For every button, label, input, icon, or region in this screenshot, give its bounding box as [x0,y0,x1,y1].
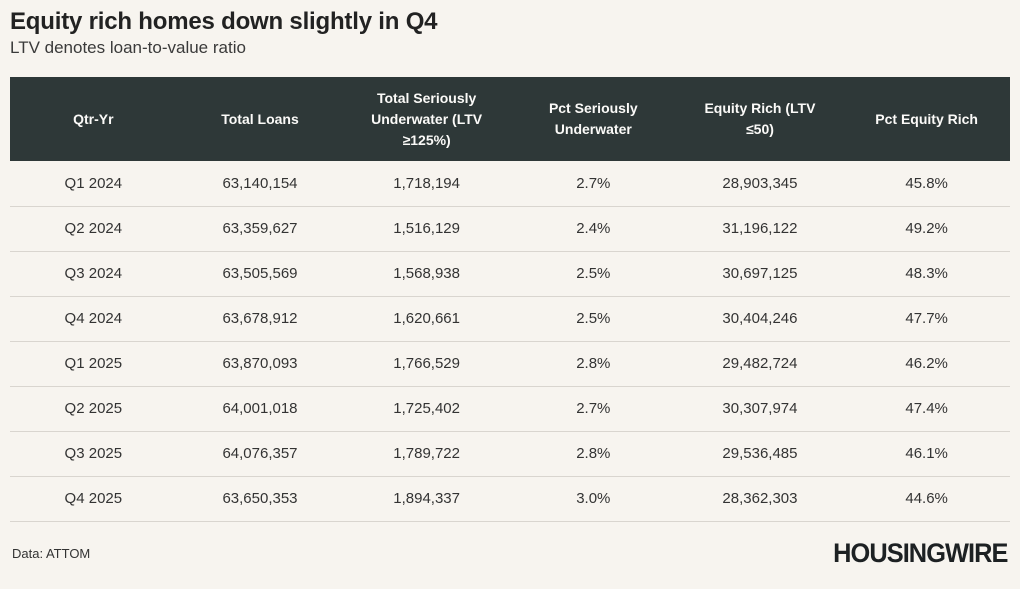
table-cell: 46.2% [843,341,1010,387]
table-cell: 1,789,722 [343,431,510,477]
table-cell: 64,001,018 [176,386,344,432]
footer: Data: ATTOM HOUSINGWIRE [10,522,1010,569]
table-cell: 2.8% [509,431,677,477]
table-cell: 63,505,569 [176,251,344,297]
table-cell: 64,076,357 [176,431,344,477]
table-row: Q2 2024 63,359,627 1,516,129 2.4% 31,196,122… [10,206,1010,252]
table-cell: Q2 2024 [10,206,177,252]
column-header: Total Seriously Underwater (LTV ≥125%) [343,77,510,161]
table-cell: Q3 2025 [10,431,177,477]
table-row: Q3 2025 64,076,357 1,789,722 2.8% 29,536,485… [10,431,1010,477]
table-cell: 63,678,912 [176,296,344,342]
housingwire-logo: HOUSINGWIRE [833,537,1009,568]
table-row: Q2 2025 64,001,018 1,725,402 2.7% 30,307,974… [10,386,1010,432]
table-cell: 2.5% [509,296,677,342]
table-cell: 1,620,661 [343,296,510,342]
table-cell: Q1 2024 [10,161,177,207]
infographic-container: Equity rich homes down slightly in Q4 LT… [0,8,1020,569]
table-cell: 1,718,194 [343,161,510,207]
table-header-row: Qtr-Yr Total Loans Total Seriously Underwa… [10,77,1010,161]
table-cell: 2.4% [509,206,677,252]
table-cell: 1,725,402 [343,386,510,432]
column-header: Pct Seriously Underwater [509,77,677,161]
table-cell: 1,568,938 [343,251,510,297]
table-cell: 1,894,337 [343,476,510,522]
table-cell: 1,516,129 [343,206,510,252]
table-cell: 49.2% [843,206,1010,252]
table-cell: 2.7% [509,386,677,432]
table-cell: 28,362,303 [676,476,844,522]
table-cell: 63,140,154 [176,161,344,207]
table-cell: 3.0% [509,476,677,522]
page-title: Equity rich homes down slightly in Q4 [10,8,438,35]
table-cell: 30,404,246 [676,296,844,342]
table-cell: Q2 2025 [10,386,177,432]
table-cell: 63,870,093 [176,341,344,387]
table-cell: 1,766,529 [343,341,510,387]
column-header: Equity Rich (LTV ≤50) [676,77,844,161]
table-cell: 2.7% [509,161,677,207]
table-row: Q1 2024 63,140,154 1,718,194 2.7% 28,903,345… [10,161,1010,207]
table-cell: 46.1% [843,431,1010,477]
table-cell: 2.5% [509,251,677,297]
table-header: Qtr-Yr Total Loans Total Seriously Underwa… [10,77,1010,161]
table-cell: 29,536,485 [676,431,844,477]
table-body: Q1 2024 63,140,154 1,718,194 2.7% 28,903,345… [10,161,1010,522]
table-cell: 2.8% [509,341,677,387]
table-row: Q4 2025 63,650,353 1,894,337 3.0% 28,362,303… [10,476,1010,522]
table-cell: 45.8% [843,161,1010,207]
table-cell: 31,196,122 [676,206,844,252]
table-row: Q3 2024 63,505,569 1,568,938 2.5% 30,697,125… [10,251,1010,297]
source-note: Data: ATTOM [12,545,91,561]
equity-data-table: Qtr-Yr Total Loans Total Seriously Underwa… [10,77,1010,522]
table-cell: 44.6% [843,476,1010,522]
table-cell: Q4 2025 [10,476,177,522]
table-cell: 30,307,974 [676,386,844,432]
table-cell: 48.3% [843,251,1010,297]
table-cell: 63,650,353 [176,476,344,522]
table-cell: Q3 2024 [10,251,177,297]
column-header: Total Loans [176,77,344,161]
column-header: Qtr-Yr [10,77,177,161]
table-cell: 28,903,345 [676,161,844,207]
table-cell: 30,697,125 [676,251,844,297]
page-subtitle: LTV denotes loan-to-value ratio [10,38,246,57]
table-cell: 47.7% [843,296,1010,342]
table-cell: 29,482,724 [676,341,844,387]
table-row: Q1 2025 63,870,093 1,766,529 2.8% 29,482,724… [10,341,1010,387]
table-cell: Q4 2024 [10,296,177,342]
table-cell: 63,359,627 [176,206,344,252]
table-cell: Q1 2025 [10,341,177,387]
column-header: Pct Equity Rich [843,77,1010,161]
table-row: Q4 2024 63,678,912 1,620,661 2.5% 30,404,246… [10,296,1010,342]
table-cell: 47.4% [843,386,1010,432]
